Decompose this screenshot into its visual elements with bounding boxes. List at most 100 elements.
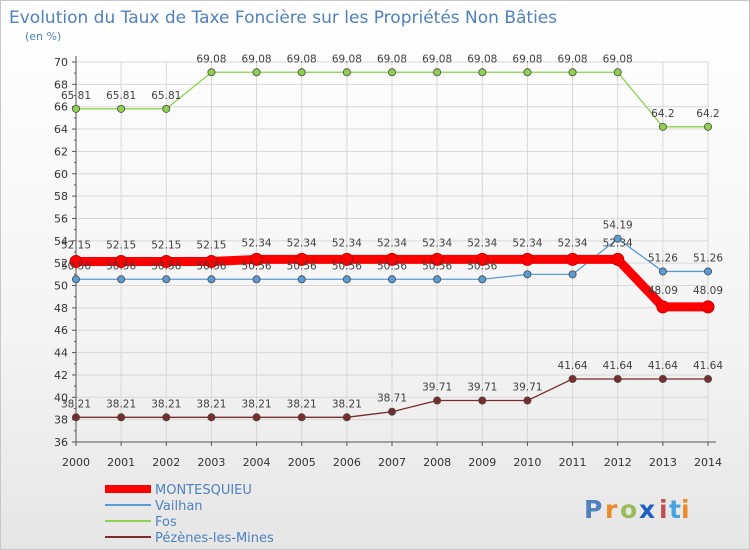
data-label-vailhan: 50.56 (151, 260, 181, 272)
data-label-pezenes-les-mines: 38.21 (242, 398, 272, 410)
logo-letter: x (639, 495, 655, 524)
data-point-pezenes-les-mines (297, 413, 306, 422)
x-tick-label: 2005 (288, 456, 316, 469)
data-point-fos (433, 68, 442, 77)
legend-label-fos: Fos (155, 515, 177, 530)
axes: 36 38 40 42 44 46 48 50 52 54 56 58 60 62 64 66 68 70 2000… (54, 56, 722, 469)
data-label-montesquieu: 48.09 (693, 285, 723, 297)
data-label-montesquieu: 52.34 (377, 237, 407, 249)
data-label-fos: 65.81 (151, 90, 181, 102)
data-label-pezenes-les-mines: 39.71 (467, 382, 497, 394)
data-point-vailhan (252, 275, 261, 284)
data-label-vailhan: 51.26 (693, 252, 723, 264)
data-point-pezenes-les-mines (72, 413, 81, 422)
data-point-vailhan (658, 267, 667, 276)
data-point-pezenes-les-mines (523, 396, 532, 405)
data-point-vailhan (297, 275, 306, 284)
data-label-fos: 69.08 (603, 53, 633, 65)
data-point-pezenes-les-mines (117, 413, 126, 422)
y-tick-label: 66 (54, 101, 68, 114)
x-tick-label: 2011 (559, 456, 587, 469)
data-point-montesquieu (385, 252, 399, 266)
y-tick-label: 56 (54, 212, 68, 225)
data-label-vailhan: 50.56 (422, 260, 452, 272)
data-label-pezenes-les-mines: 38.21 (106, 398, 136, 410)
data-point-montesquieu (566, 252, 580, 266)
data-label-montesquieu: 52.15 (106, 240, 136, 252)
data-point-fos (207, 68, 216, 77)
data-point-fos (162, 104, 171, 113)
data-point-vailhan (523, 270, 532, 279)
data-point-montesquieu (340, 252, 354, 266)
data-label-pezenes-les-mines: 38.21 (196, 398, 226, 410)
x-tick-label: 2014 (694, 456, 722, 469)
y-tick-label: 68 (54, 78, 68, 91)
data-label-pezenes-les-mines: 38.21 (151, 398, 181, 410)
data-label-pezenes-les-mines: 38.21 (287, 398, 317, 410)
data-label-vailhan: 51.26 (648, 252, 678, 264)
data-label-vailhan: 50.56 (287, 260, 317, 272)
legend-label-vailhan: Vailhan (155, 499, 203, 514)
data-point-pezenes-les-mines (387, 407, 396, 416)
x-tick-label: 2000 (62, 456, 90, 469)
data-point-vailhan (478, 275, 487, 284)
data-label-fos: 69.08 (377, 53, 407, 65)
data-label-montesquieu: 52.15 (151, 240, 181, 252)
y-tick-label: 42 (54, 369, 68, 382)
data-point-montesquieu (611, 252, 625, 266)
data-label-pezenes-les-mines: 39.71 (512, 382, 542, 394)
y-tick-label: 52 (54, 257, 68, 270)
data-point-montesquieu (114, 255, 128, 268)
data-point-pezenes-les-mines (252, 413, 261, 422)
x-tick-label: 2008 (423, 456, 451, 469)
data-point-pezenes-les-mines (478, 396, 487, 405)
data-point-fos (387, 68, 396, 77)
x-tick-label: 2010 (513, 456, 541, 469)
data-label-fos: 69.08 (422, 53, 452, 65)
data-point-vailhan (387, 275, 396, 284)
y-tick-label: 70 (54, 56, 68, 69)
data-label-montesquieu: 52.34 (603, 237, 633, 249)
data-point-fos (568, 68, 577, 77)
data-label-pezenes-les-mines: 41.64 (558, 360, 588, 372)
data-point-montesquieu (475, 252, 489, 266)
data-point-montesquieu (430, 252, 444, 266)
data-point-pezenes-les-mines (704, 374, 713, 383)
x-tick-label: 2003 (197, 456, 225, 469)
y-tick-label: 48 (54, 302, 68, 315)
data-point-vailhan (207, 275, 216, 284)
data-point-pezenes-les-mines (207, 413, 216, 422)
data-label-pezenes-les-mines: 38.21 (61, 398, 91, 410)
data-label-montesquieu: 52.34 (242, 237, 272, 249)
data-point-vailhan (433, 275, 442, 284)
logo-letter: t (669, 495, 681, 524)
data-point-vailhan (613, 234, 622, 243)
data-label-montesquieu: 52.34 (467, 237, 497, 249)
data-label-montesquieu: 52.34 (332, 237, 362, 249)
x-tick-label: 2004 (243, 456, 271, 469)
x-tick-label: 2013 (649, 456, 677, 469)
data-label-vailhan: 50.56 (196, 260, 226, 272)
data-point-montesquieu (250, 252, 264, 266)
data-label-montesquieu: 52.34 (558, 237, 588, 249)
y-tick-label: 36 (54, 436, 68, 449)
data-point-vailhan (704, 267, 713, 276)
data-point-montesquieu (701, 300, 715, 314)
data-label-pezenes-les-mines: 39.71 (422, 382, 452, 394)
legend-label-pezenes-les-mines: Pézènes-les-Mines (155, 531, 274, 546)
grid (75, 61, 709, 443)
data-label-fos: 65.81 (61, 90, 91, 102)
logo-letter: i (681, 495, 690, 524)
y-tick-label: 44 (54, 347, 68, 360)
data-point-montesquieu (520, 252, 534, 266)
logo-letter: P (584, 495, 602, 524)
data-point-pezenes-les-mines (342, 413, 351, 422)
data-point-fos (658, 122, 667, 131)
data-label-vailhan: 50.56 (377, 260, 407, 272)
data-label-fos: 64.2 (651, 108, 674, 120)
data-label-vailhan: 50.56 (61, 260, 91, 272)
y-tick-label: 46 (54, 324, 68, 337)
x-tick-label: 2006 (333, 456, 361, 469)
